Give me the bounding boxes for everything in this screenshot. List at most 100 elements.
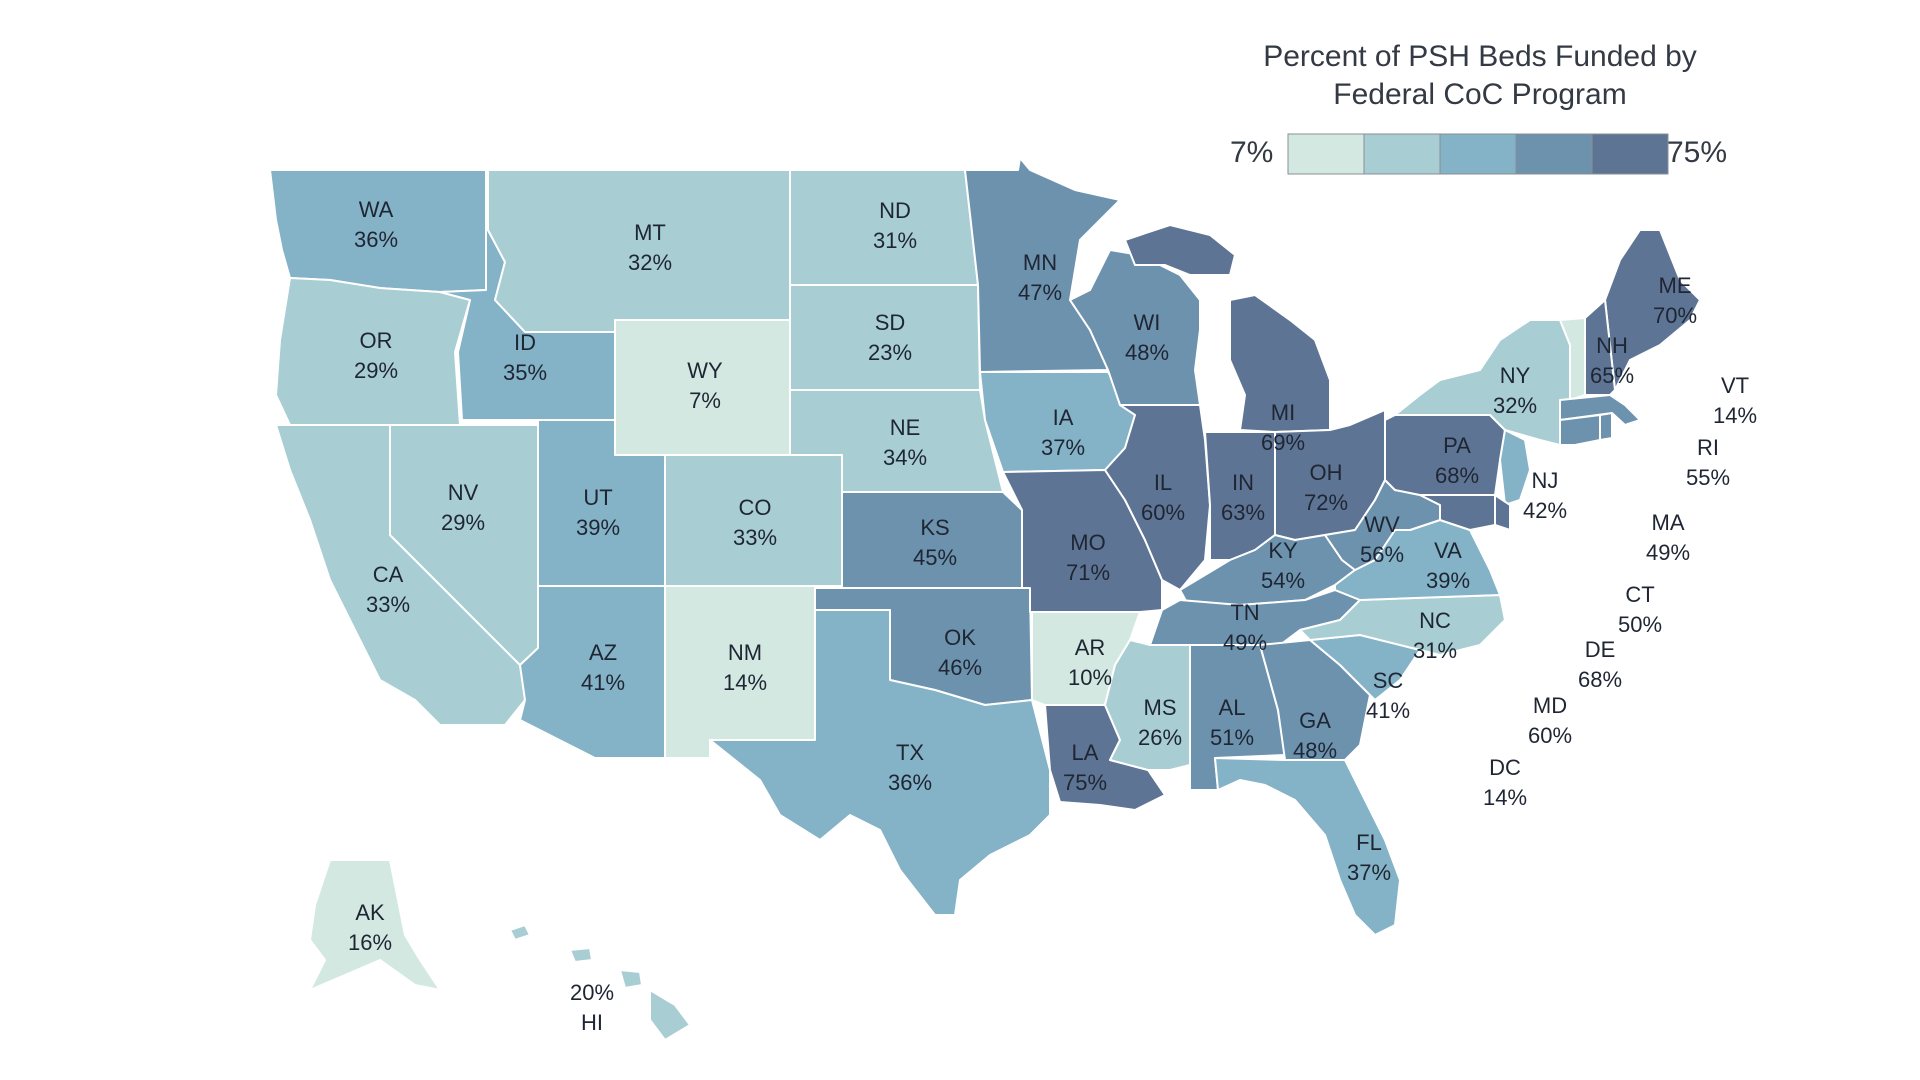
state-label-ut: UT 39% xyxy=(576,485,620,540)
state-label-il: IL 60% xyxy=(1141,470,1185,525)
state-label-mt: MT 32% xyxy=(628,220,672,275)
state-value: 69% xyxy=(1261,430,1305,455)
state-value: 70% xyxy=(1653,303,1697,328)
state-code: HI xyxy=(581,1010,603,1035)
state-value: 36% xyxy=(354,227,398,252)
state-shape-wi xyxy=(1069,249,1201,406)
state-code: PA xyxy=(1443,433,1471,458)
state-value: 46% xyxy=(938,655,982,680)
state-value: 41% xyxy=(581,670,625,695)
state-shape-ri xyxy=(1599,412,1613,441)
state-value: 47% xyxy=(1018,280,1062,305)
state-label-mo: MO 71% xyxy=(1066,530,1110,585)
state-shape-hi xyxy=(509,924,691,1041)
state-code: DC xyxy=(1489,755,1521,780)
state-shape-ct xyxy=(1559,414,1601,446)
state-code: MO xyxy=(1070,530,1105,555)
state-shape-fl xyxy=(1214,757,1401,936)
legend-title-line2: Federal CoC Program xyxy=(1333,78,1626,111)
state-code: OK xyxy=(944,625,976,650)
state-value: 45% xyxy=(913,545,957,570)
state-label-co: CO 33% xyxy=(733,495,777,550)
state-value: 41% xyxy=(1366,698,1410,723)
state-code: VT xyxy=(1721,373,1749,398)
state-code: MI xyxy=(1271,400,1295,425)
state-value: 48% xyxy=(1293,738,1337,763)
state-code: MS xyxy=(1144,695,1177,720)
state-value: 50% xyxy=(1618,612,1662,637)
state-value: 33% xyxy=(733,525,777,550)
state-code: NY xyxy=(1500,363,1531,388)
state-shape-nj xyxy=(1499,429,1531,506)
state-shape-co xyxy=(664,454,843,587)
state-code: NV xyxy=(448,480,479,505)
state-code: TN xyxy=(1230,600,1259,625)
state-label-ia: IA 37% xyxy=(1041,405,1085,460)
state-code: MT xyxy=(634,220,666,245)
state-label-ne: NE 34% xyxy=(883,415,927,470)
state-label-id: ID 35% xyxy=(503,330,547,385)
state-label-md: MD 60% xyxy=(1528,693,1572,748)
state-code: KS xyxy=(920,515,949,540)
state-value: 68% xyxy=(1578,667,1622,692)
state-label-ga: GA 48% xyxy=(1293,708,1337,763)
state-label-or: OR 29% xyxy=(354,328,398,383)
state-label-de: DE 68% xyxy=(1578,637,1622,692)
state-value: 39% xyxy=(576,515,620,540)
state-code: LA xyxy=(1072,740,1099,765)
state-label-tn: TN 49% xyxy=(1223,600,1267,655)
state-shape-me xyxy=(1604,229,1701,391)
state-label-az: AZ 41% xyxy=(581,640,625,695)
state-value: 14% xyxy=(1483,785,1527,810)
state-code: NH xyxy=(1596,333,1628,358)
state-value: 39% xyxy=(1426,568,1470,593)
state-code: SC xyxy=(1373,668,1404,693)
state-value: 48% xyxy=(1125,340,1169,365)
state-label-hi: HI 20% xyxy=(570,980,614,1035)
state-label-oh: OH 72% xyxy=(1304,460,1348,515)
state-code: GA xyxy=(1299,708,1331,733)
state-shape-or xyxy=(275,277,471,426)
state-label-ma: MA 49% xyxy=(1646,510,1690,565)
state-value: 29% xyxy=(441,510,485,535)
state-value: 20% xyxy=(570,980,614,1005)
state-label-mn: MN 47% xyxy=(1018,250,1062,305)
state-label-vt: VT 14% xyxy=(1713,373,1757,428)
state-label-dc: DC 14% xyxy=(1483,755,1527,810)
state-value: 65% xyxy=(1590,363,1634,388)
state-label-nd: ND 31% xyxy=(873,198,917,253)
state-label-ny: NY 32% xyxy=(1493,363,1537,418)
state-value: 36% xyxy=(888,770,932,795)
state-code: OH xyxy=(1310,460,1343,485)
state-label-nm: NM 14% xyxy=(723,640,767,695)
state-code: RI xyxy=(1697,435,1719,460)
state-value: 7% xyxy=(689,388,721,413)
state-label-nv: NV 29% xyxy=(441,480,485,535)
state-code: AR xyxy=(1075,635,1106,660)
state-value: 14% xyxy=(723,670,767,695)
state-value: 34% xyxy=(883,445,927,470)
state-code: IL xyxy=(1154,470,1172,495)
state-code: ID xyxy=(514,330,536,355)
legend-color-scale xyxy=(1287,133,1669,175)
state-value: 14% xyxy=(1713,403,1757,428)
state-label-wv: WV 56% xyxy=(1360,512,1404,567)
state-label-wy: WY 7% xyxy=(687,358,723,413)
state-code: CA xyxy=(373,562,404,587)
state-label-wa: WA 36% xyxy=(354,197,398,252)
state-value: 32% xyxy=(1493,393,1537,418)
state-value: 49% xyxy=(1223,630,1267,655)
state-label-sd: SD 23% xyxy=(868,310,912,365)
state-label-ri: RI 55% xyxy=(1686,435,1730,490)
state-label-in: IN 63% xyxy=(1221,470,1265,525)
state-value: 32% xyxy=(628,250,672,275)
state-label-al: AL 51% xyxy=(1210,695,1254,750)
state-shape-ak xyxy=(309,859,441,991)
state-code: FL xyxy=(1356,830,1382,855)
state-label-me: ME 70% xyxy=(1653,273,1697,328)
state-value: 37% xyxy=(1041,435,1085,460)
state-value: 68% xyxy=(1435,463,1479,488)
state-value: 63% xyxy=(1221,500,1265,525)
state-value: 51% xyxy=(1210,725,1254,750)
